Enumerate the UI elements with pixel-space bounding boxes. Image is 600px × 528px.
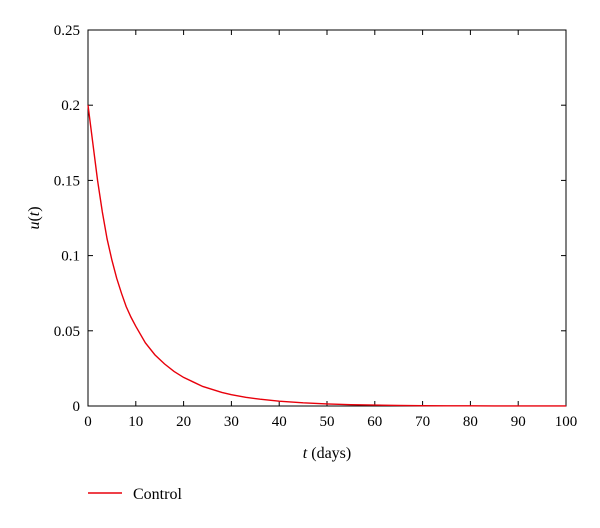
x-tick-label: 10 — [128, 414, 143, 430]
x-tick-label: 0 — [84, 414, 92, 430]
plot-frame — [87, 29, 567, 407]
series-line-control — [87, 105, 567, 407]
x-tick-label: 80 — [463, 414, 478, 430]
y-tick-label: 0.2 — [61, 98, 80, 114]
y-tick-label: 0.05 — [54, 324, 80, 340]
y-tick-label: 0.25 — [54, 23, 80, 39]
x-tick-label: 20 — [176, 414, 191, 430]
x-tick-label: 60 — [367, 414, 382, 430]
legend: Control — [88, 486, 182, 503]
x-tick-label: 40 — [272, 414, 287, 430]
x-axis-label: t (days) — [303, 445, 351, 462]
tick-labels: 0 10 20 30 40 50 60 70 80 90 100 0 0.05 0.1 0.15 0.2 0.2… — [54, 23, 578, 430]
x-tick-label: 30 — [224, 414, 239, 430]
y-axis-label: u(t) — [26, 206, 43, 229]
ticks — [87, 29, 567, 407]
x-tick-label: 70 — [415, 414, 430, 430]
x-tick-label: 100 — [555, 414, 578, 430]
y-tick-label: 0.1 — [61, 249, 80, 265]
x-tick-label: 90 — [511, 414, 526, 430]
y-tick-label: 0 — [73, 399, 81, 415]
x-tick-label: 50 — [320, 414, 335, 430]
y-tick-label: 0.15 — [54, 173, 80, 189]
legend-label-control: Control — [133, 486, 182, 503]
